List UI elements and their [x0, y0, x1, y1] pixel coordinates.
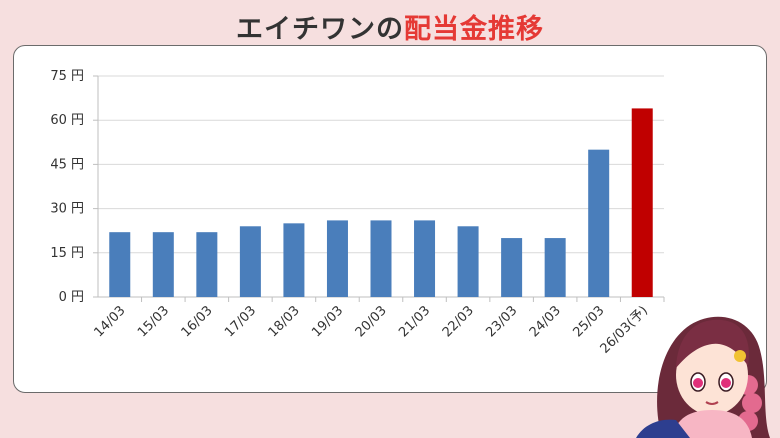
y-tick-label: 75 円 [50, 69, 84, 84]
page-title: エイチワンの配当金推移 [0, 10, 780, 50]
bar [239, 226, 261, 297]
y-tick-label: 0 円 [59, 290, 84, 305]
bar [457, 226, 479, 297]
bar [501, 238, 523, 297]
bar [196, 232, 218, 297]
bar [544, 238, 566, 297]
bar [326, 220, 348, 297]
title-main: エイチワンの [236, 14, 404, 45]
bar [631, 108, 653, 297]
y-tick-label: 15 円 [50, 246, 84, 261]
bar [370, 220, 392, 297]
bar [109, 232, 131, 297]
title-highlight: 配当金推移 [404, 14, 544, 45]
y-tick-label: 60 円 [50, 113, 84, 128]
y-tick-label: 45 円 [50, 157, 84, 172]
bar [588, 149, 610, 297]
bar [283, 223, 305, 297]
y-tick-label: 30 円 [50, 202, 84, 217]
bar [414, 220, 436, 297]
bar [152, 232, 174, 297]
